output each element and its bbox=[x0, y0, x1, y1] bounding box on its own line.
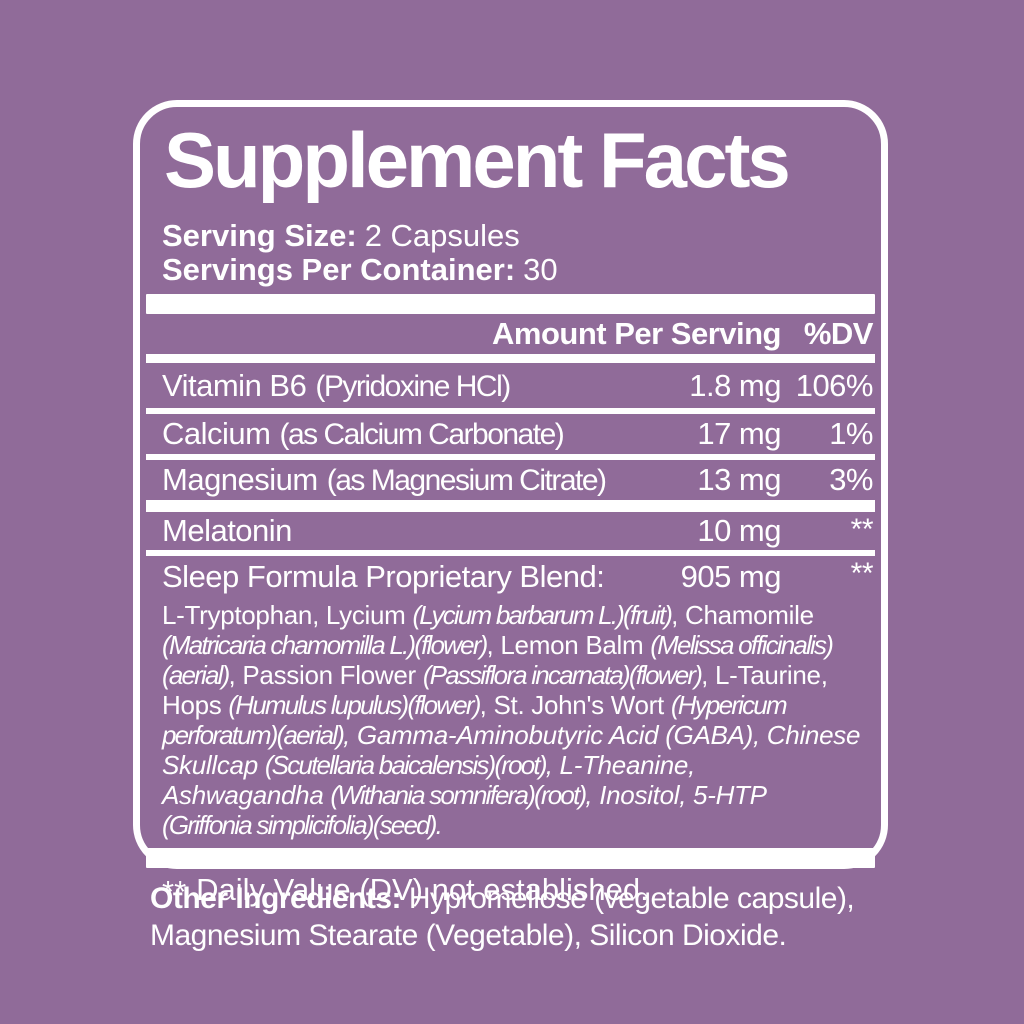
divider-thick-bottom bbox=[146, 848, 875, 869]
other-ingredients: Other Ingredients: Hypromellose (vegetab… bbox=[150, 880, 898, 954]
divider-header bbox=[146, 354, 875, 364]
nutrient-name: Vitamin B6 (Pyridoxine HCl) bbox=[162, 368, 689, 404]
servings-per-container-line: Servings Per Container: 30 bbox=[146, 253, 875, 287]
divider-thin bbox=[146, 550, 875, 557]
nutrient-name-text: Calcium bbox=[162, 416, 271, 452]
serving-size-line: Serving Size: 2 Capsules bbox=[146, 219, 875, 253]
blend-segment: , Gamma-Aminobutyric Acid (GABA), Chines… bbox=[162, 720, 861, 781]
nutrient-name-text: Sleep Formula Proprietary Blend: bbox=[162, 559, 605, 595]
other-ingredients-label: Other Ingredients: bbox=[150, 882, 402, 915]
blend-segment: (Passiflora incarnata)(flower) bbox=[422, 660, 703, 691]
nutrient-name-text: Vitamin B6 bbox=[162, 367, 307, 403]
nutrient-name-detail: (as Calcium Carbonate) bbox=[279, 418, 564, 452]
divider-thin bbox=[146, 408, 875, 415]
blend-segment: (Lycium barbarum L.)(fruit) bbox=[412, 600, 672, 631]
nutrient-row-melatonin: Melatonin 10 mg ** bbox=[146, 512, 875, 550]
blend-description: L-Tryptophan, Lycium (Lycium barbarum L.… bbox=[146, 598, 875, 840]
blend-segment: , L-Theanine, Ashwagandha bbox=[162, 750, 696, 811]
nutrient-dv-asterisks: ** bbox=[850, 557, 874, 591]
nutrient-name-detail: (as Magnesium Citrate) bbox=[326, 464, 607, 498]
nutrient-row-calcium: Calcium (as Calcium Carbonate) 17 mg 1% bbox=[146, 414, 875, 454]
blend-segment: (Matricaria chamomilla L.)(flower) bbox=[162, 630, 488, 661]
amount-per-serving-header: Amount Per Serving bbox=[492, 316, 782, 352]
servings-per-container-value: 30 bbox=[523, 252, 558, 288]
nutrient-dv: 106% bbox=[795, 367, 874, 403]
dv-footnote: ** Daily Value (DV) not established. bbox=[146, 868, 875, 912]
nutrient-amount: 17 mg bbox=[697, 416, 781, 452]
nutrient-dv: 1% bbox=[829, 416, 873, 452]
blend-segment: L-Tryptophan, Lycium bbox=[162, 600, 413, 631]
nutrient-dv: 3% bbox=[829, 462, 873, 498]
divider-thick-top bbox=[146, 294, 875, 315]
nutrient-name-text: Melatonin bbox=[162, 513, 292, 549]
nutrient-amount: 905 mg bbox=[680, 559, 782, 595]
percent-dv-header: %DV bbox=[803, 316, 874, 352]
blend-segment: , L-Taurine, Hops bbox=[162, 660, 828, 721]
facts-title: Supplement Facts bbox=[164, 116, 791, 204]
supplement-facts-panel: Supplement Facts Serving Size: 2 Capsules… bbox=[133, 100, 888, 907]
nutrient-name-detail: (Pyridoxine HCl) bbox=[315, 369, 511, 403]
column-header-row: Amount Per Serving %DV bbox=[146, 314, 875, 354]
blend-segment: , St. John's Wort bbox=[479, 690, 671, 721]
nutrient-name-text: Magnesium bbox=[162, 462, 318, 498]
divider-thick-mid bbox=[146, 500, 875, 513]
nutrient-amount: 10 mg bbox=[697, 513, 781, 549]
serving-size-value: 2 Capsules bbox=[364, 218, 520, 254]
footnote-text: Daily Value (DV) not established. bbox=[196, 872, 649, 908]
nutrient-name: Calcium (as Calcium Carbonate) bbox=[162, 416, 697, 452]
blend-segment: (Hypericum perforatum)(aerial) bbox=[162, 690, 788, 751]
nutrient-row-magnesium: Magnesium (as Magnesium Citrate) 13 mg 3% bbox=[146, 460, 875, 500]
blend-segment: , Passion Flower bbox=[228, 660, 423, 691]
nutrient-name: Sleep Formula Proprietary Blend: bbox=[162, 559, 681, 595]
nutrient-row-vitamin-b6: Vitamin B6 (Pyridoxine HCl) 1.8 mg 106% bbox=[146, 363, 875, 408]
blend-segment: (Humulus lupulus)(flower) bbox=[228, 690, 481, 721]
blend-segment: (Melissa officinalis)(aerial) bbox=[162, 630, 834, 691]
blend-segment: , Lemon Balm bbox=[486, 630, 651, 661]
servings-per-container-label: Servings Per Container: bbox=[162, 252, 516, 288]
divider-thin bbox=[146, 454, 875, 461]
nutrient-dv-asterisks: ** bbox=[850, 513, 874, 547]
nutrient-amount: 13 mg bbox=[697, 462, 781, 498]
nutrient-name: Magnesium (as Magnesium Citrate) bbox=[162, 462, 697, 498]
blend-segment: , Inositol, 5-HTP bbox=[585, 780, 766, 811]
blend-segment: (Withania somnifera)(root) bbox=[330, 780, 587, 811]
blend-segment: , Chamomile bbox=[671, 600, 814, 631]
nutrient-amount: 1.8 mg bbox=[689, 367, 781, 403]
blend-segment: (Griffonia simplicifolia)(seed). bbox=[162, 810, 443, 841]
serving-size-label: Serving Size: bbox=[162, 218, 357, 254]
footnote-asterisks: ** bbox=[162, 874, 187, 910]
nutrient-name: Melatonin bbox=[162, 513, 697, 549]
blend-segment: (Scutellaria baicalensis)(root) bbox=[264, 750, 548, 781]
nutrient-row-sleep-blend: Sleep Formula Proprietary Blend: 905 mg … bbox=[146, 556, 875, 598]
other-ingredients-text: Hypromellose (vegetable capsule), Magnes… bbox=[150, 882, 855, 952]
